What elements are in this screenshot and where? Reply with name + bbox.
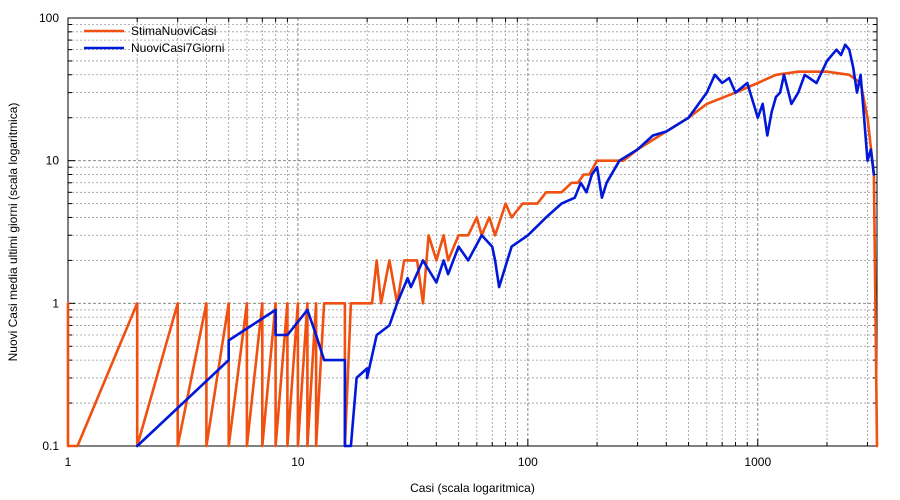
series-stimanuovicasi <box>66 70 879 448</box>
tick-labels: 1 10 100 1000 0.1 1 10 100 <box>39 11 771 469</box>
legend: StimaNuoviCasi NuoviCasi7Giorni <box>84 24 224 55</box>
series-nuovicasi7giorni <box>135 43 876 448</box>
series-line-stimanuovicasi <box>66 70 879 448</box>
y-tick-label: 1 <box>52 296 59 310</box>
x-axis-title: Casi (scala logaritmica) <box>410 481 535 495</box>
series-layer <box>66 43 879 448</box>
y-tick-label: 10 <box>46 154 60 168</box>
plot-area-frame <box>67 17 878 447</box>
x-tick-label: 1 <box>65 455 72 469</box>
series-line-nuovicasi7giorni <box>135 43 876 448</box>
x-tick-label: 1000 <box>744 455 771 469</box>
y-tick-label: 0.1 <box>42 439 59 453</box>
y-axis-title: Nuovi Casi media ultimi giorni (scala lo… <box>6 103 20 362</box>
y-tick-label: 100 <box>39 11 59 25</box>
legend-label-stima: StimaNuoviCasi <box>131 24 216 38</box>
minor-gridlines <box>68 18 877 446</box>
x-tick-label: 100 <box>518 455 538 469</box>
x-tick-label: 10 <box>291 455 305 469</box>
legend-label-nuovicasi7giorni: NuoviCasi7Giorni <box>131 41 224 55</box>
